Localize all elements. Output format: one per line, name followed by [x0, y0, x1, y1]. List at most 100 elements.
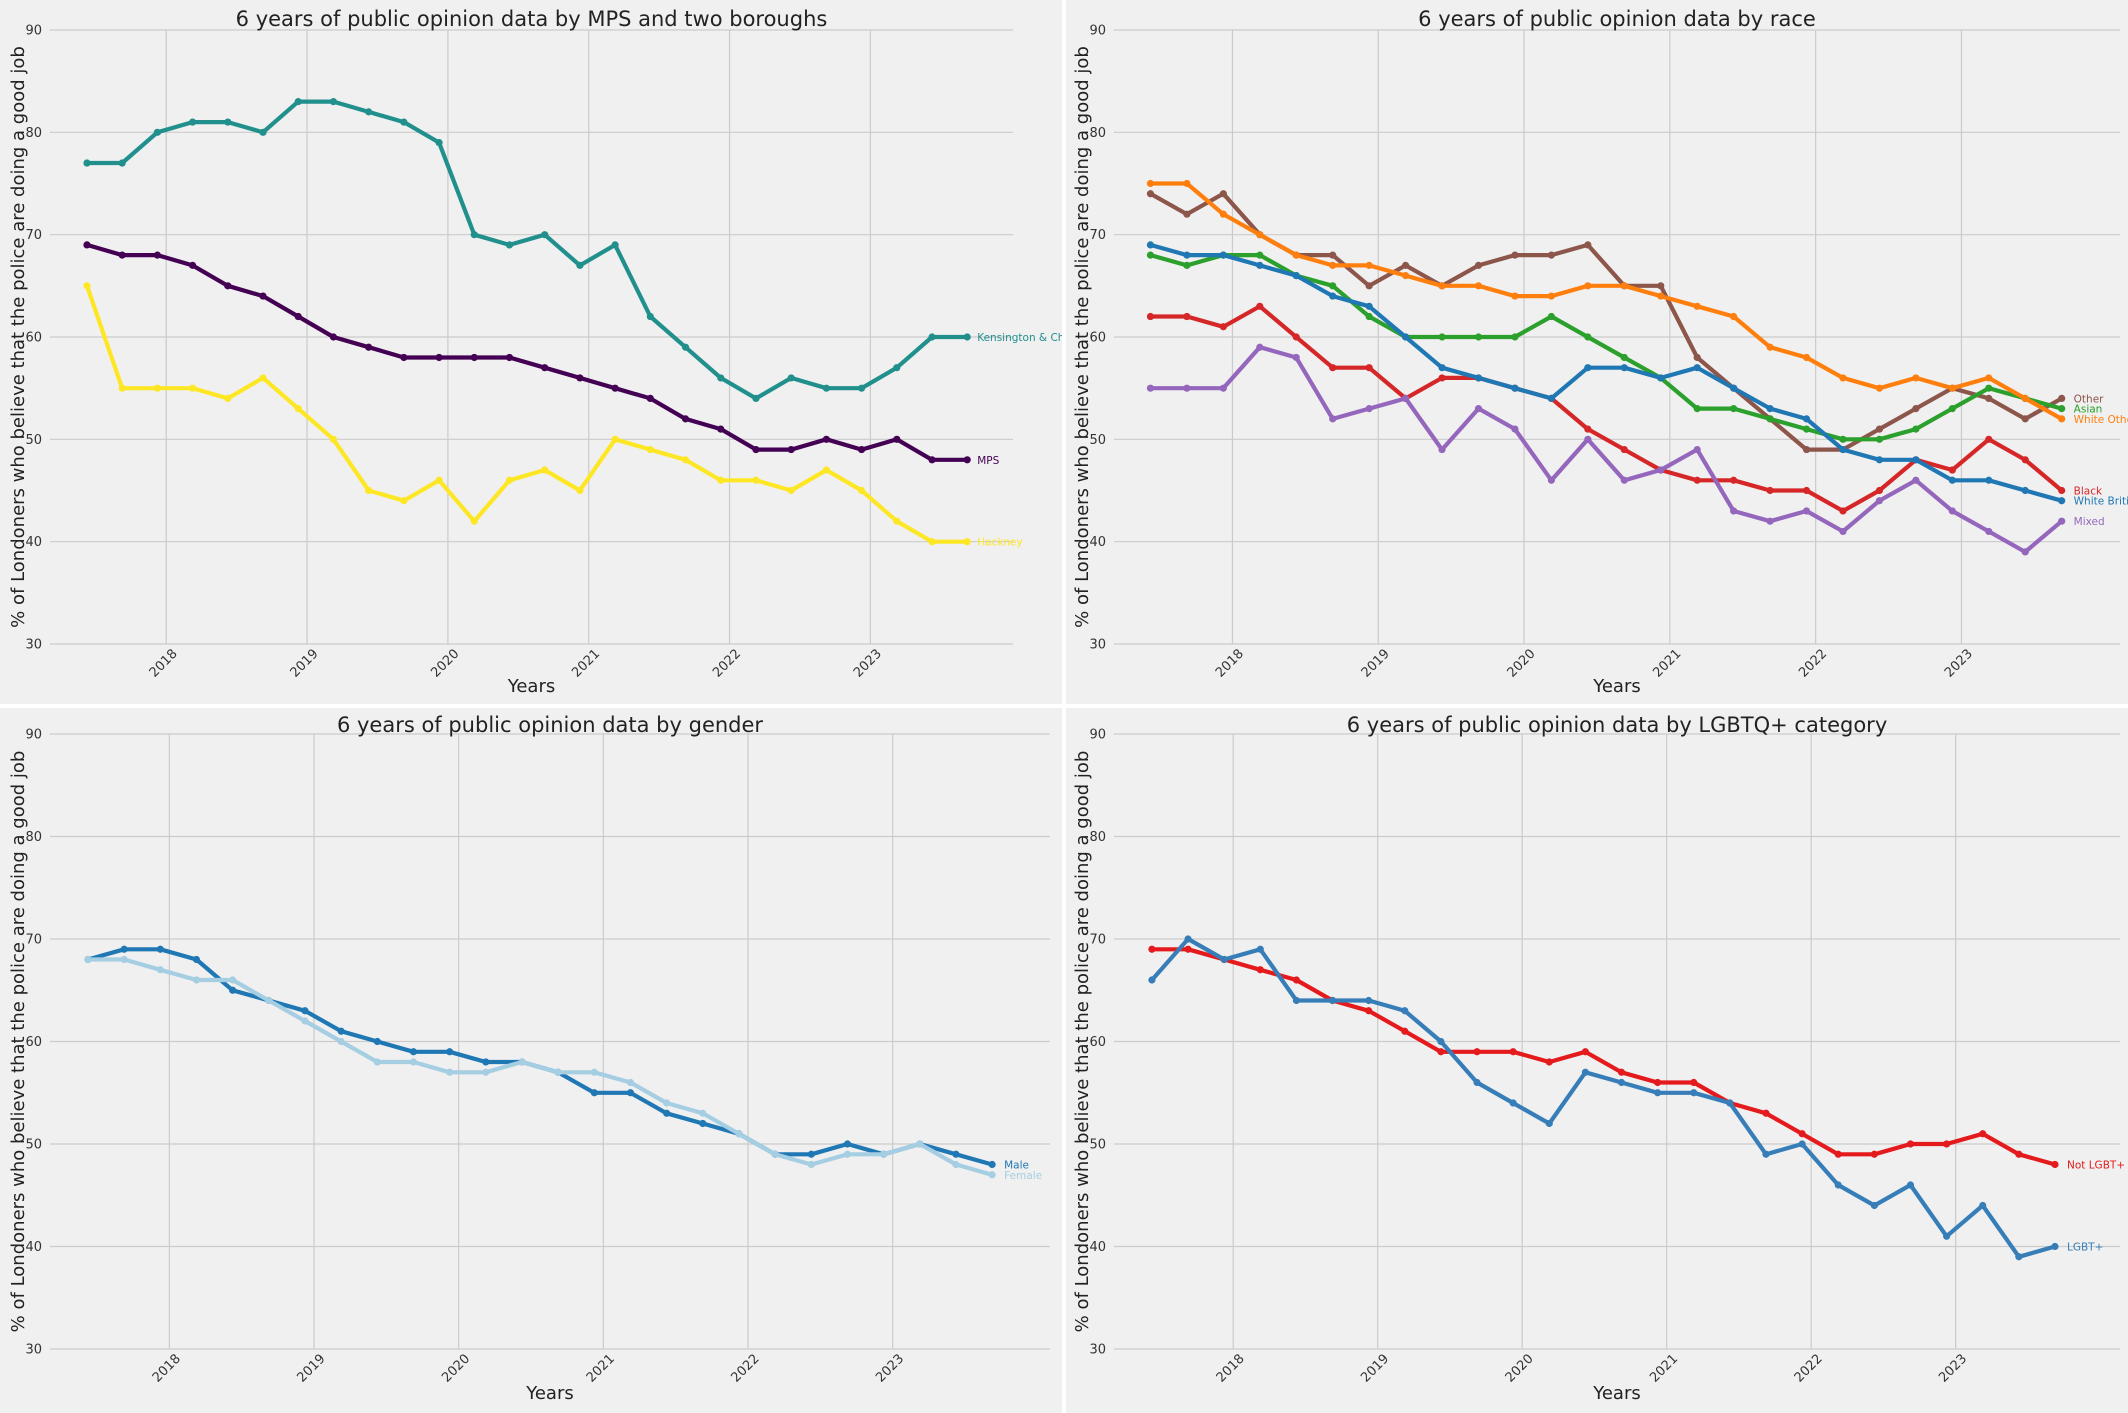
data-point-asian: [1693, 405, 1701, 413]
data-point-other: [1584, 241, 1592, 249]
y-tick-label: 60: [1089, 331, 1106, 346]
y-tick-label: 90: [1089, 728, 1106, 743]
y-axis-label: % of Londoners who believe that the poli…: [1072, 46, 1093, 628]
data-point-kensington-chelsea: [83, 159, 91, 167]
series-line-black: [1148, 304, 2064, 514]
data-point-other: [2021, 415, 2029, 423]
data-point-mps: [928, 456, 936, 464]
y-tick-label: 50: [25, 1138, 42, 1153]
data-point-not-lgbt: [1654, 1078, 1662, 1087]
data-point-kensington-chelsea: [928, 333, 936, 341]
data-point-mixed: [1912, 476, 1920, 484]
y-tick-label: 30: [25, 638, 42, 653]
y-tick-label: 60: [25, 1035, 42, 1050]
data-point-asian: [1875, 435, 1884, 443]
data-point-white-other: [1292, 251, 1300, 259]
data-point-not-lgbt: [1509, 1048, 1517, 1056]
data-point-not-lgbt: [1473, 1048, 1481, 1056]
series-end-label-kensington-chelsea: Kensington & Chelsea: [977, 332, 1064, 344]
data-point-other: [1511, 251, 1519, 259]
series-line-kensington-chelsea: [84, 99, 970, 401]
data-point-hackney: [611, 435, 619, 443]
data-point-male: [229, 986, 237, 994]
data-point-white-british: [1292, 272, 1300, 280]
y-tick-label: 90: [25, 24, 42, 39]
data-point-mixed: [1985, 527, 1993, 536]
data-point-lgbt: [1365, 996, 1373, 1005]
data-point-black: [1365, 364, 1373, 372]
data-point-hackney: [118, 384, 126, 392]
data-point-female: [626, 1078, 635, 1087]
data-point-white-british: [1183, 251, 1191, 259]
data-point-asian: [1912, 425, 1920, 433]
data-point-asian: [1474, 333, 1483, 341]
data-point-female: [446, 1068, 454, 1076]
data-point-black: [1766, 486, 1774, 495]
data-point-kensington-chelsea: [717, 374, 725, 382]
data-point-hackney: [329, 435, 338, 443]
y-tick-label: 90: [25, 728, 42, 743]
data-point-female: [518, 1058, 526, 1066]
data-point-mixed: [1730, 507, 1738, 515]
data-point-not-lgbt: [1292, 976, 1301, 984]
data-point-lgbt: [1220, 955, 1228, 964]
data-point-female: [590, 1068, 598, 1076]
data-point-hackney: [787, 486, 795, 495]
data-point-male: [952, 1150, 960, 1158]
data-point-female: [916, 1140, 924, 1148]
data-point-other: [1693, 353, 1701, 362]
x-axis-label: Years: [507, 676, 556, 697]
data-point-female: [84, 955, 92, 964]
data-point-not-lgbt: [1148, 945, 1156, 953]
data-point-mixed: [1292, 353, 1300, 362]
data-point-mps: [576, 374, 584, 382]
series-end-label-male: Male: [1004, 1160, 1029, 1172]
series-end-label-other: Other: [2074, 393, 2104, 405]
data-point-mps: [259, 292, 267, 300]
y-tick-label: 30: [1089, 1343, 1106, 1358]
data-point-asian: [1547, 312, 1555, 321]
data-point-kensington-chelsea: [189, 118, 197, 126]
data-point-hackney: [541, 466, 549, 474]
series-not-lgbt: Not LGBT+: [1148, 945, 2125, 1172]
data-point-mps: [752, 445, 760, 454]
data-point-mixed: [1584, 435, 1592, 443]
data-point-hackney: [470, 517, 478, 525]
data-point-female: [807, 1160, 815, 1169]
data-point-other: [1329, 251, 1337, 259]
data-point-white-british: [1256, 261, 1264, 269]
data-point-white-british: [1219, 251, 1227, 259]
data-point-lgbt: [1834, 1181, 1842, 1189]
data-point-white-british: [1912, 456, 1920, 464]
data-point-mixed: [1329, 415, 1337, 423]
data-point-kensington-chelsea: [963, 333, 971, 341]
data-point-male: [626, 1089, 635, 1097]
data-point-mps: [83, 241, 91, 249]
data-point-mps: [118, 251, 126, 259]
data-point-mps: [681, 415, 690, 423]
data-point-white-other: [1256, 231, 1264, 239]
data-point-kensington-chelsea: [752, 394, 760, 402]
data-point-other: [1802, 445, 1811, 454]
data-point-mixed: [1256, 343, 1264, 351]
data-point-not-lgbt: [1906, 1140, 1915, 1148]
chart-panel-mps-boroughs: 30 40 50 60 70 80 90 2018 2019 2020 2021 2022 2023 6 …: [0, 0, 1064, 706]
series-white-other: White Other: [1146, 179, 2128, 426]
data-point-white-other: [2058, 415, 2066, 423]
y-tick-label: 60: [25, 331, 42, 346]
data-point-mps: [224, 282, 232, 290]
data-point-female: [843, 1150, 852, 1158]
data-point-mixed: [1802, 507, 1811, 515]
data-point-black: [1146, 312, 1155, 321]
data-point-kensington-chelsea: [787, 374, 795, 382]
data-point-mixed: [1657, 466, 1665, 474]
series-end-label-hackney: Hackney: [977, 537, 1023, 549]
y-tick-label: 80: [1089, 830, 1106, 845]
data-point-mixed: [1766, 517, 1774, 525]
data-point-not-lgbt: [2051, 1160, 2059, 1169]
data-point-hackney: [259, 374, 267, 382]
data-point-white-other: [1985, 374, 1993, 382]
